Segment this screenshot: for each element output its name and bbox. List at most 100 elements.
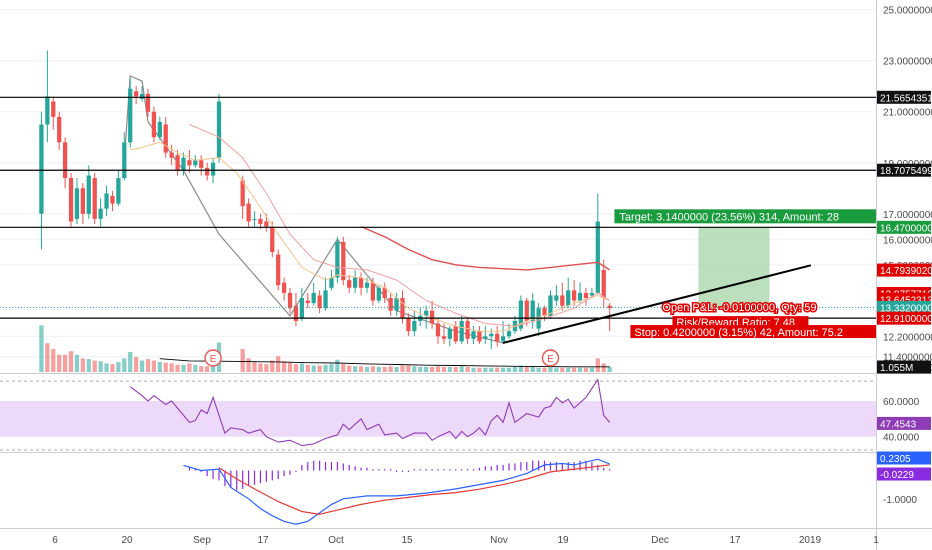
volume-bar (293, 364, 299, 372)
candle-body (364, 282, 370, 288)
volume-bar (465, 366, 470, 372)
volume-bar (394, 366, 399, 372)
candle-body (489, 333, 494, 337)
volume-bar (311, 365, 316, 372)
volume-bar (139, 360, 145, 372)
volume-bar (122, 358, 127, 372)
macd-badge (877, 467, 931, 481)
candle-body (447, 328, 452, 339)
candle-body (270, 226, 275, 253)
price-badge (877, 311, 931, 325)
volume-bar (193, 364, 198, 372)
macd-badge (877, 451, 931, 465)
candle-body (205, 167, 210, 176)
volume-bar (506, 367, 512, 372)
candle-body (483, 336, 488, 339)
volume-bar (566, 367, 571, 372)
candle-body (80, 188, 85, 214)
volume-bar (205, 366, 210, 372)
candle-body (577, 292, 583, 301)
volume-bar (270, 360, 275, 372)
candle-body (500, 336, 506, 342)
volume-bar (74, 354, 80, 372)
volume-bar (116, 361, 121, 372)
candle-body (92, 178, 97, 219)
macd-badge-label: -0.0229 (880, 470, 914, 481)
price-badge (877, 90, 931, 104)
rsi-badge (877, 416, 931, 430)
price-badge-label: 18.7075499 (880, 166, 932, 177)
candle-body (542, 308, 547, 316)
candle-body (157, 121, 162, 138)
candle-body (57, 116, 62, 143)
candle-body (128, 88, 133, 143)
price-tick-label: 11.4000000 (883, 353, 932, 364)
volume-bar (453, 366, 458, 372)
candle-body (62, 142, 68, 179)
price-badge (877, 360, 931, 374)
support-trend-line (502, 264, 812, 344)
rsi-tick-label: 40.0000 (883, 433, 920, 444)
volume-bar (370, 366, 376, 372)
time-tick-label: 20 (121, 535, 133, 546)
volume-bar (358, 366, 364, 372)
volume-bar (92, 360, 97, 372)
volume-bar (589, 367, 595, 372)
rsi-tick-label: 60.0000 (883, 397, 920, 408)
price-tick-label: 16.0000000 (883, 235, 932, 246)
candle-body (74, 188, 80, 219)
candle-body (406, 318, 411, 332)
rsi-line (129, 378, 611, 447)
candle-body (424, 310, 429, 316)
moving-averages (130, 124, 610, 332)
candle-body (358, 277, 364, 288)
price-badge-label: 1.055M (880, 363, 913, 374)
volume-bar (412, 366, 417, 372)
target-zone (698, 227, 770, 308)
volume-bar (429, 366, 435, 372)
volume-bars (39, 325, 612, 372)
time-tick-label: Sep (193, 535, 211, 546)
volume-bar (524, 366, 529, 372)
price-badge (877, 300, 931, 314)
time-tick-label: 19 (557, 535, 569, 546)
candle-body (595, 221, 600, 293)
candle-body (240, 180, 245, 207)
time-axis[interactable]: 6 20 Sep 17 Oct 15 Nov 19 Dec 17 2019 1 (52, 535, 879, 546)
candle-body (441, 336, 447, 339)
volume-bar (51, 349, 56, 372)
volume-bar (187, 363, 192, 372)
volume-bar (169, 363, 174, 372)
candle-body (589, 292, 595, 296)
candle-body (246, 203, 251, 222)
volume-bar (199, 366, 204, 372)
volume-bar (323, 364, 328, 372)
candle-body (376, 287, 381, 301)
candle-body (566, 290, 571, 306)
volume-bar (376, 366, 381, 372)
candle-body (175, 155, 180, 171)
price-tick-label: 21.0000000 (883, 108, 932, 119)
price-axis[interactable]: 25.000000023.000000021.000000019.0000000… (877, 6, 932, 506)
target-zone-rect (698, 227, 770, 308)
candle-body (281, 282, 287, 293)
volume-bar (518, 365, 523, 372)
earnings-marker-label: E (210, 354, 217, 365)
candle-body (317, 295, 322, 309)
volume-bar (560, 367, 565, 372)
ema-long-line (360, 225, 610, 271)
candle-body (400, 298, 405, 319)
price-tick-label: 25.0000000 (883, 6, 932, 17)
candle-body (554, 295, 559, 301)
volume-bar (424, 366, 429, 372)
volume-bar (151, 360, 157, 372)
volume-bar (447, 366, 452, 372)
volume-bar (459, 366, 464, 372)
candle-body (68, 178, 74, 222)
volume-bar (258, 363, 263, 372)
candle-body (353, 277, 358, 288)
candle-body (477, 331, 482, 342)
candle-body (287, 292, 293, 309)
candle-body (335, 241, 340, 278)
